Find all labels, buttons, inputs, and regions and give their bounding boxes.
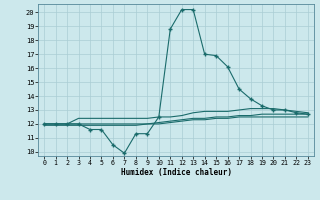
X-axis label: Humidex (Indice chaleur): Humidex (Indice chaleur)	[121, 168, 231, 177]
